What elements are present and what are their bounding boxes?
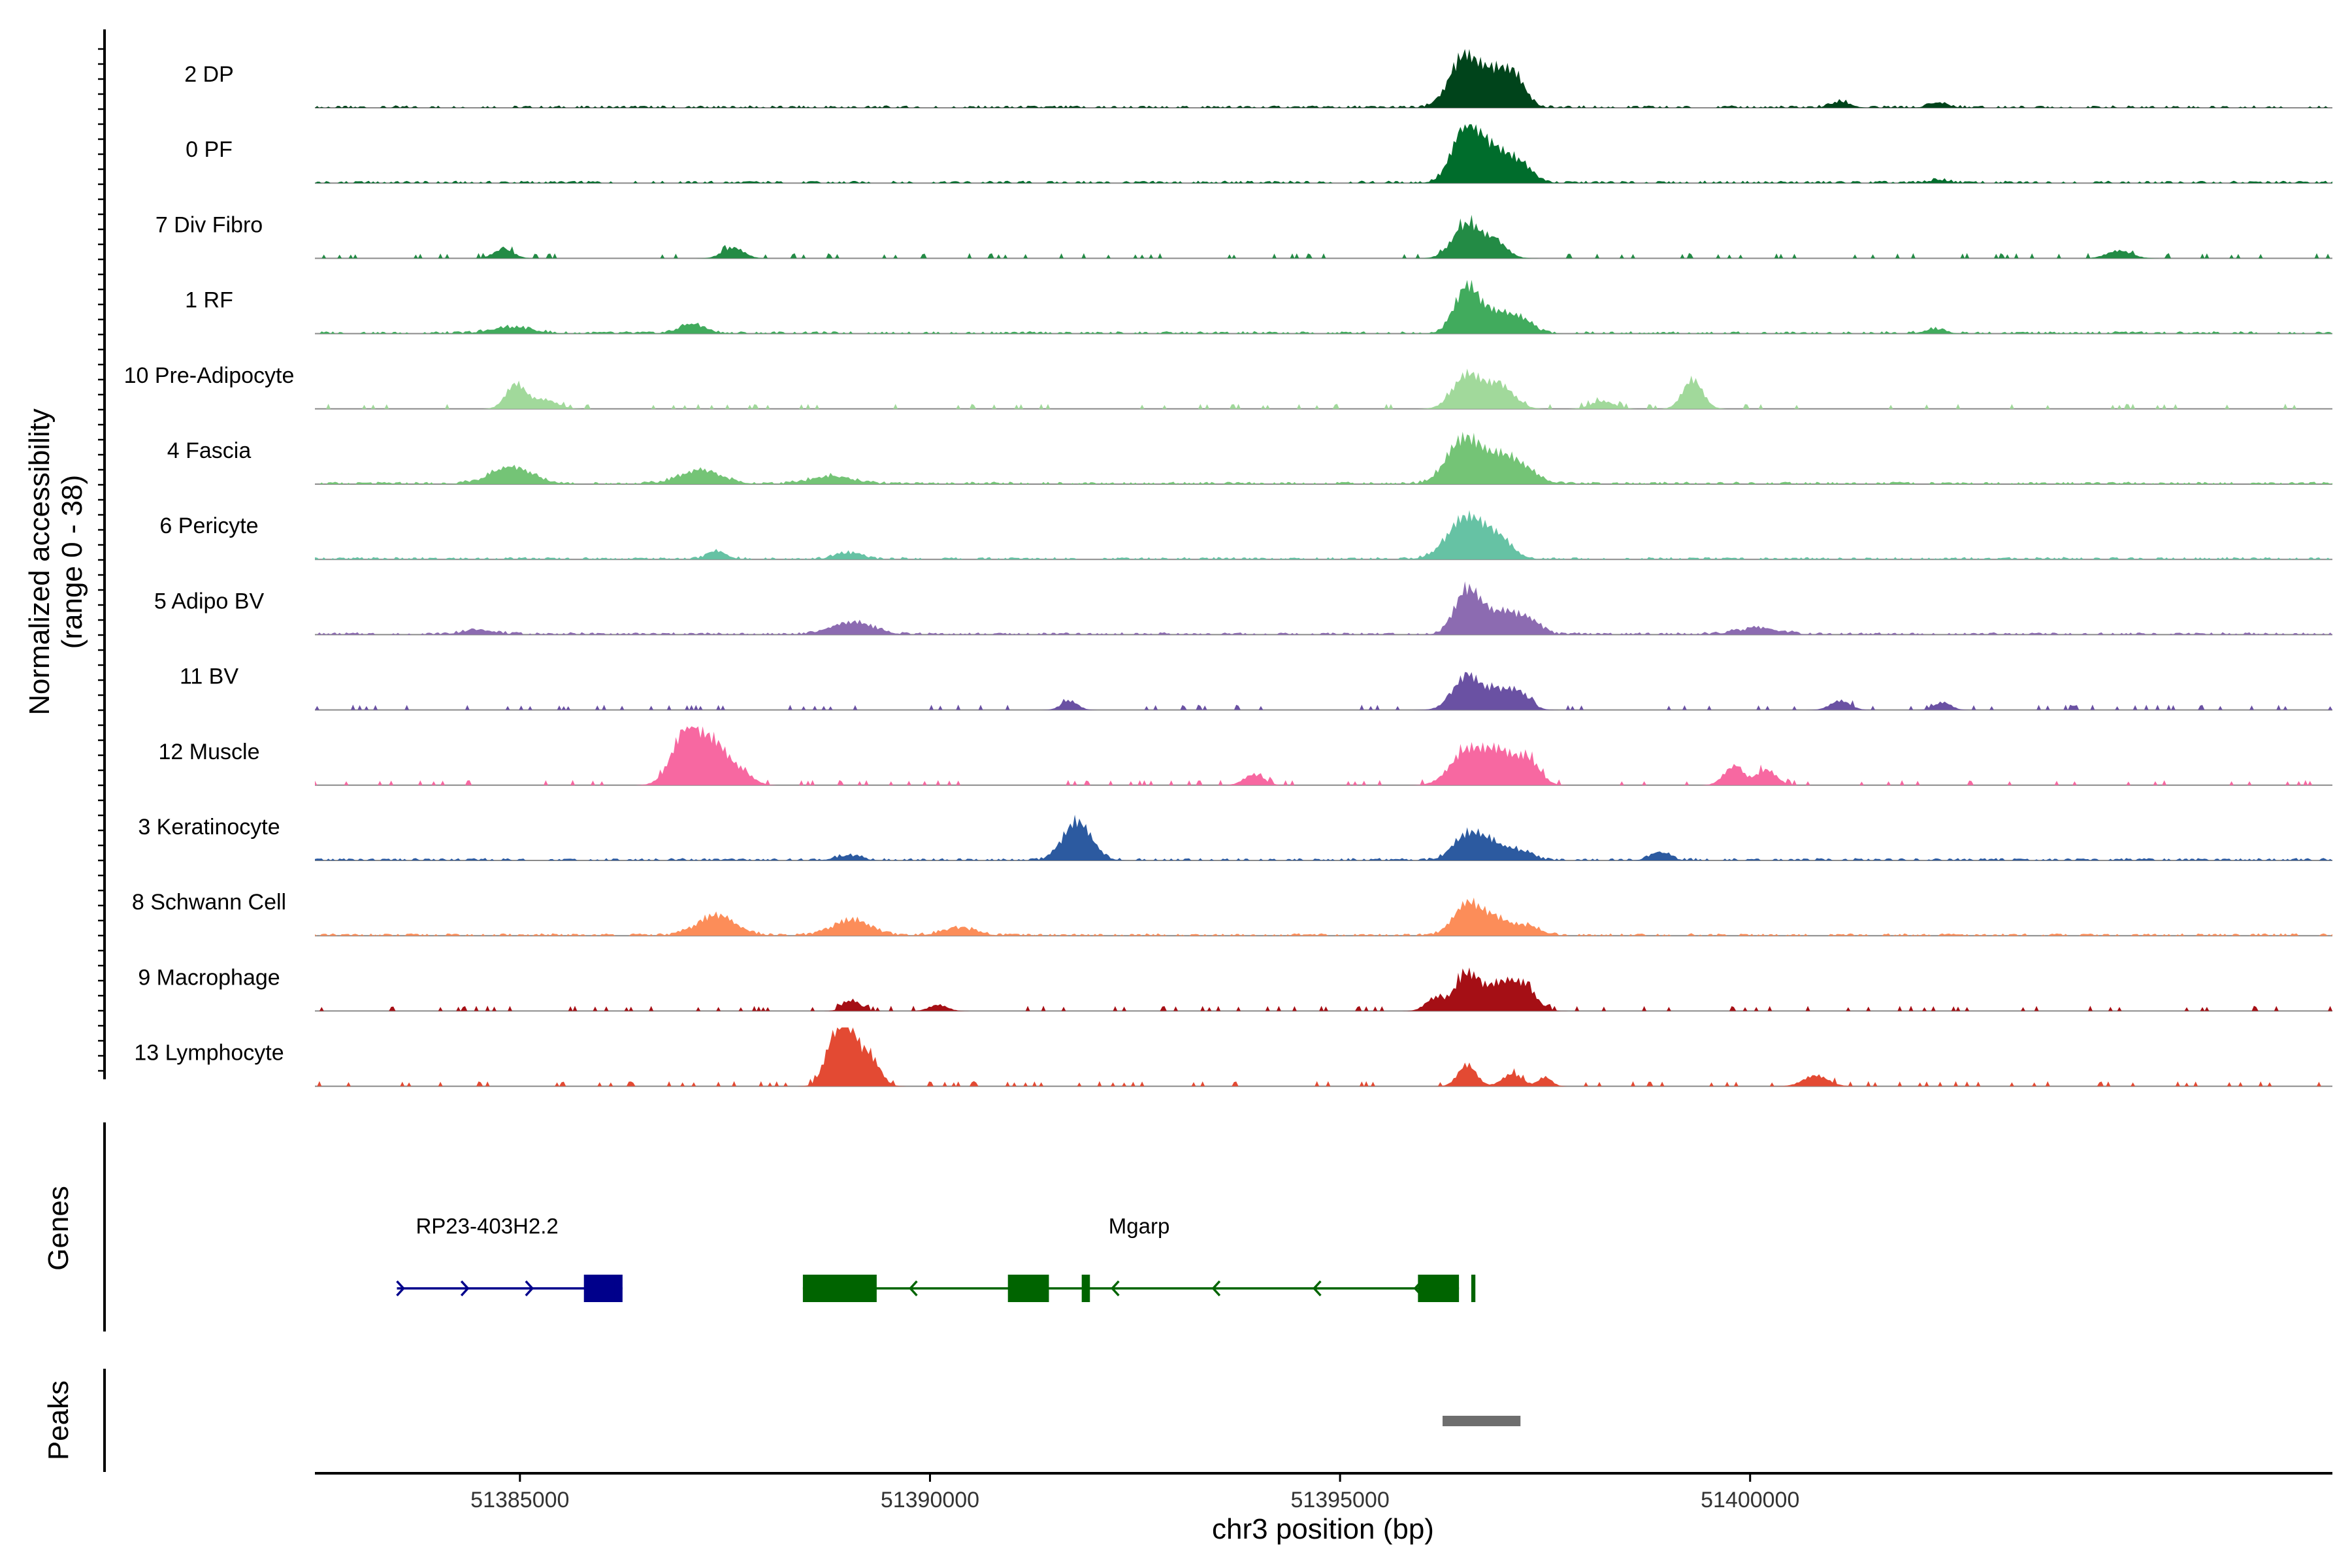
- track-1-rf: 1 RF: [185, 280, 2332, 335]
- strand-arrow-icon: [525, 1280, 534, 1297]
- strand-arrow-icon: [396, 1280, 405, 1297]
- peaks-panel-label: Peaks: [42, 1380, 74, 1460]
- track-label: 9 Macrophage: [138, 965, 280, 990]
- gene-exon: [1418, 1275, 1460, 1302]
- track-label: 1 RF: [185, 288, 233, 313]
- strand-arrow-icon: [1111, 1280, 1120, 1297]
- track-3-keratinocyte: 3 Keratinocyte: [138, 815, 2332, 861]
- track-8-schwann-cell: 8 Schwann Cell: [132, 890, 2332, 937]
- track-label: 3 Keratinocyte: [138, 815, 280, 840]
- gene-exon: [614, 1275, 623, 1302]
- x-axis-tick-label: 51385000: [470, 1488, 569, 1512]
- track-signal-area: [315, 214, 2332, 259]
- gene-exon: [1007, 1275, 1049, 1302]
- gene-exon: [1471, 1275, 1476, 1302]
- y-axis-title: Normalized accessibility (range 0 - 38): [24, 408, 88, 715]
- track-13-lymphocyte: 13 Lymphocyte: [134, 1027, 2332, 1087]
- track-signal-area: [315, 368, 2332, 409]
- track-signal-area: [315, 726, 2332, 785]
- track-6-pericyte: 6 Pericyte: [159, 510, 2332, 561]
- peak-region-bar: [1443, 1416, 1521, 1426]
- gene-rp23-403h2-2: RP23-403H2.2: [396, 1214, 623, 1302]
- genes-panel: Genes RP23-403H2.2 Mgarp: [42, 1122, 1476, 1331]
- gene-mgarp: Mgarp: [802, 1214, 1476, 1302]
- gene-exon: [1081, 1275, 1090, 1302]
- track-11-bv: 11 BV: [180, 664, 2332, 711]
- peaks-panel: Peaks: [42, 1369, 1521, 1472]
- track-9-macrophage: 9 Macrophage: [138, 965, 2332, 1012]
- gene-exon: [802, 1275, 877, 1302]
- track-5-adipo-bv: 5 Adipo BV: [154, 581, 2332, 636]
- track-4-fascia: 4 Fascia: [167, 431, 2332, 485]
- track-2-dp: 2 DP: [184, 49, 2332, 108]
- track-label: 10 Pre-Adipocyte: [124, 363, 295, 388]
- track-label: 7 Div Fibro: [155, 212, 263, 237]
- track-10-pre-adipocyte: 10 Pre-Adipocyte: [124, 363, 2332, 410]
- strand-arrow-icon: [1313, 1280, 1322, 1297]
- track-signal-area: [315, 431, 2332, 484]
- track-label: 8 Schwann Cell: [132, 890, 286, 915]
- x-axis-tick-label: 51395000: [1290, 1488, 1389, 1512]
- x-axis: chr3 position (bp) 51385000 51390000 51395…: [315, 1472, 2332, 1545]
- strand-arrow-icon: [1211, 1280, 1221, 1297]
- gene-name-label: Mgarp: [1109, 1214, 1170, 1238]
- track-label: 12 Muscle: [159, 740, 260, 764]
- track-label: 5 Adipo BV: [154, 589, 265, 613]
- coverage-y-axis: [98, 29, 106, 1079]
- strand-arrow-icon: [460, 1280, 470, 1297]
- coverage-tracks: 2 DP 0 PF 7 Div Fibro 1 RF 10 Pre-Adipocyte 4…: [124, 49, 2332, 1087]
- track-label: 13 Lymphocyte: [134, 1041, 284, 1066]
- gene-name-label: RP23-403H2.2: [416, 1214, 558, 1238]
- genes-panel-label: Genes: [42, 1186, 74, 1271]
- track-7-div-fibro: 7 Div Fibro: [155, 212, 2332, 259]
- track-label: 4 Fascia: [167, 438, 252, 463]
- y-axis-title-line2: (range 0 - 38): [56, 475, 88, 649]
- track-label: 2 DP: [184, 62, 234, 87]
- track-signal-area: [315, 280, 2332, 334]
- track-12-muscle: 12 Muscle: [159, 726, 2332, 786]
- track-label: 6 Pericyte: [159, 514, 258, 538]
- x-axis-title: chr3 position (bp): [1212, 1513, 1434, 1545]
- x-axis-tick-label: 51390000: [881, 1488, 979, 1512]
- strand-arrow-icon: [909, 1280, 918, 1297]
- track-label: 0 PF: [186, 137, 233, 162]
- y-axis-title-line1: Normalized accessibility: [24, 408, 56, 715]
- x-axis-tick-label: 51400000: [1701, 1488, 1799, 1512]
- track-label: 11 BV: [180, 664, 238, 689]
- track-0-pf: 0 PF: [186, 124, 2332, 184]
